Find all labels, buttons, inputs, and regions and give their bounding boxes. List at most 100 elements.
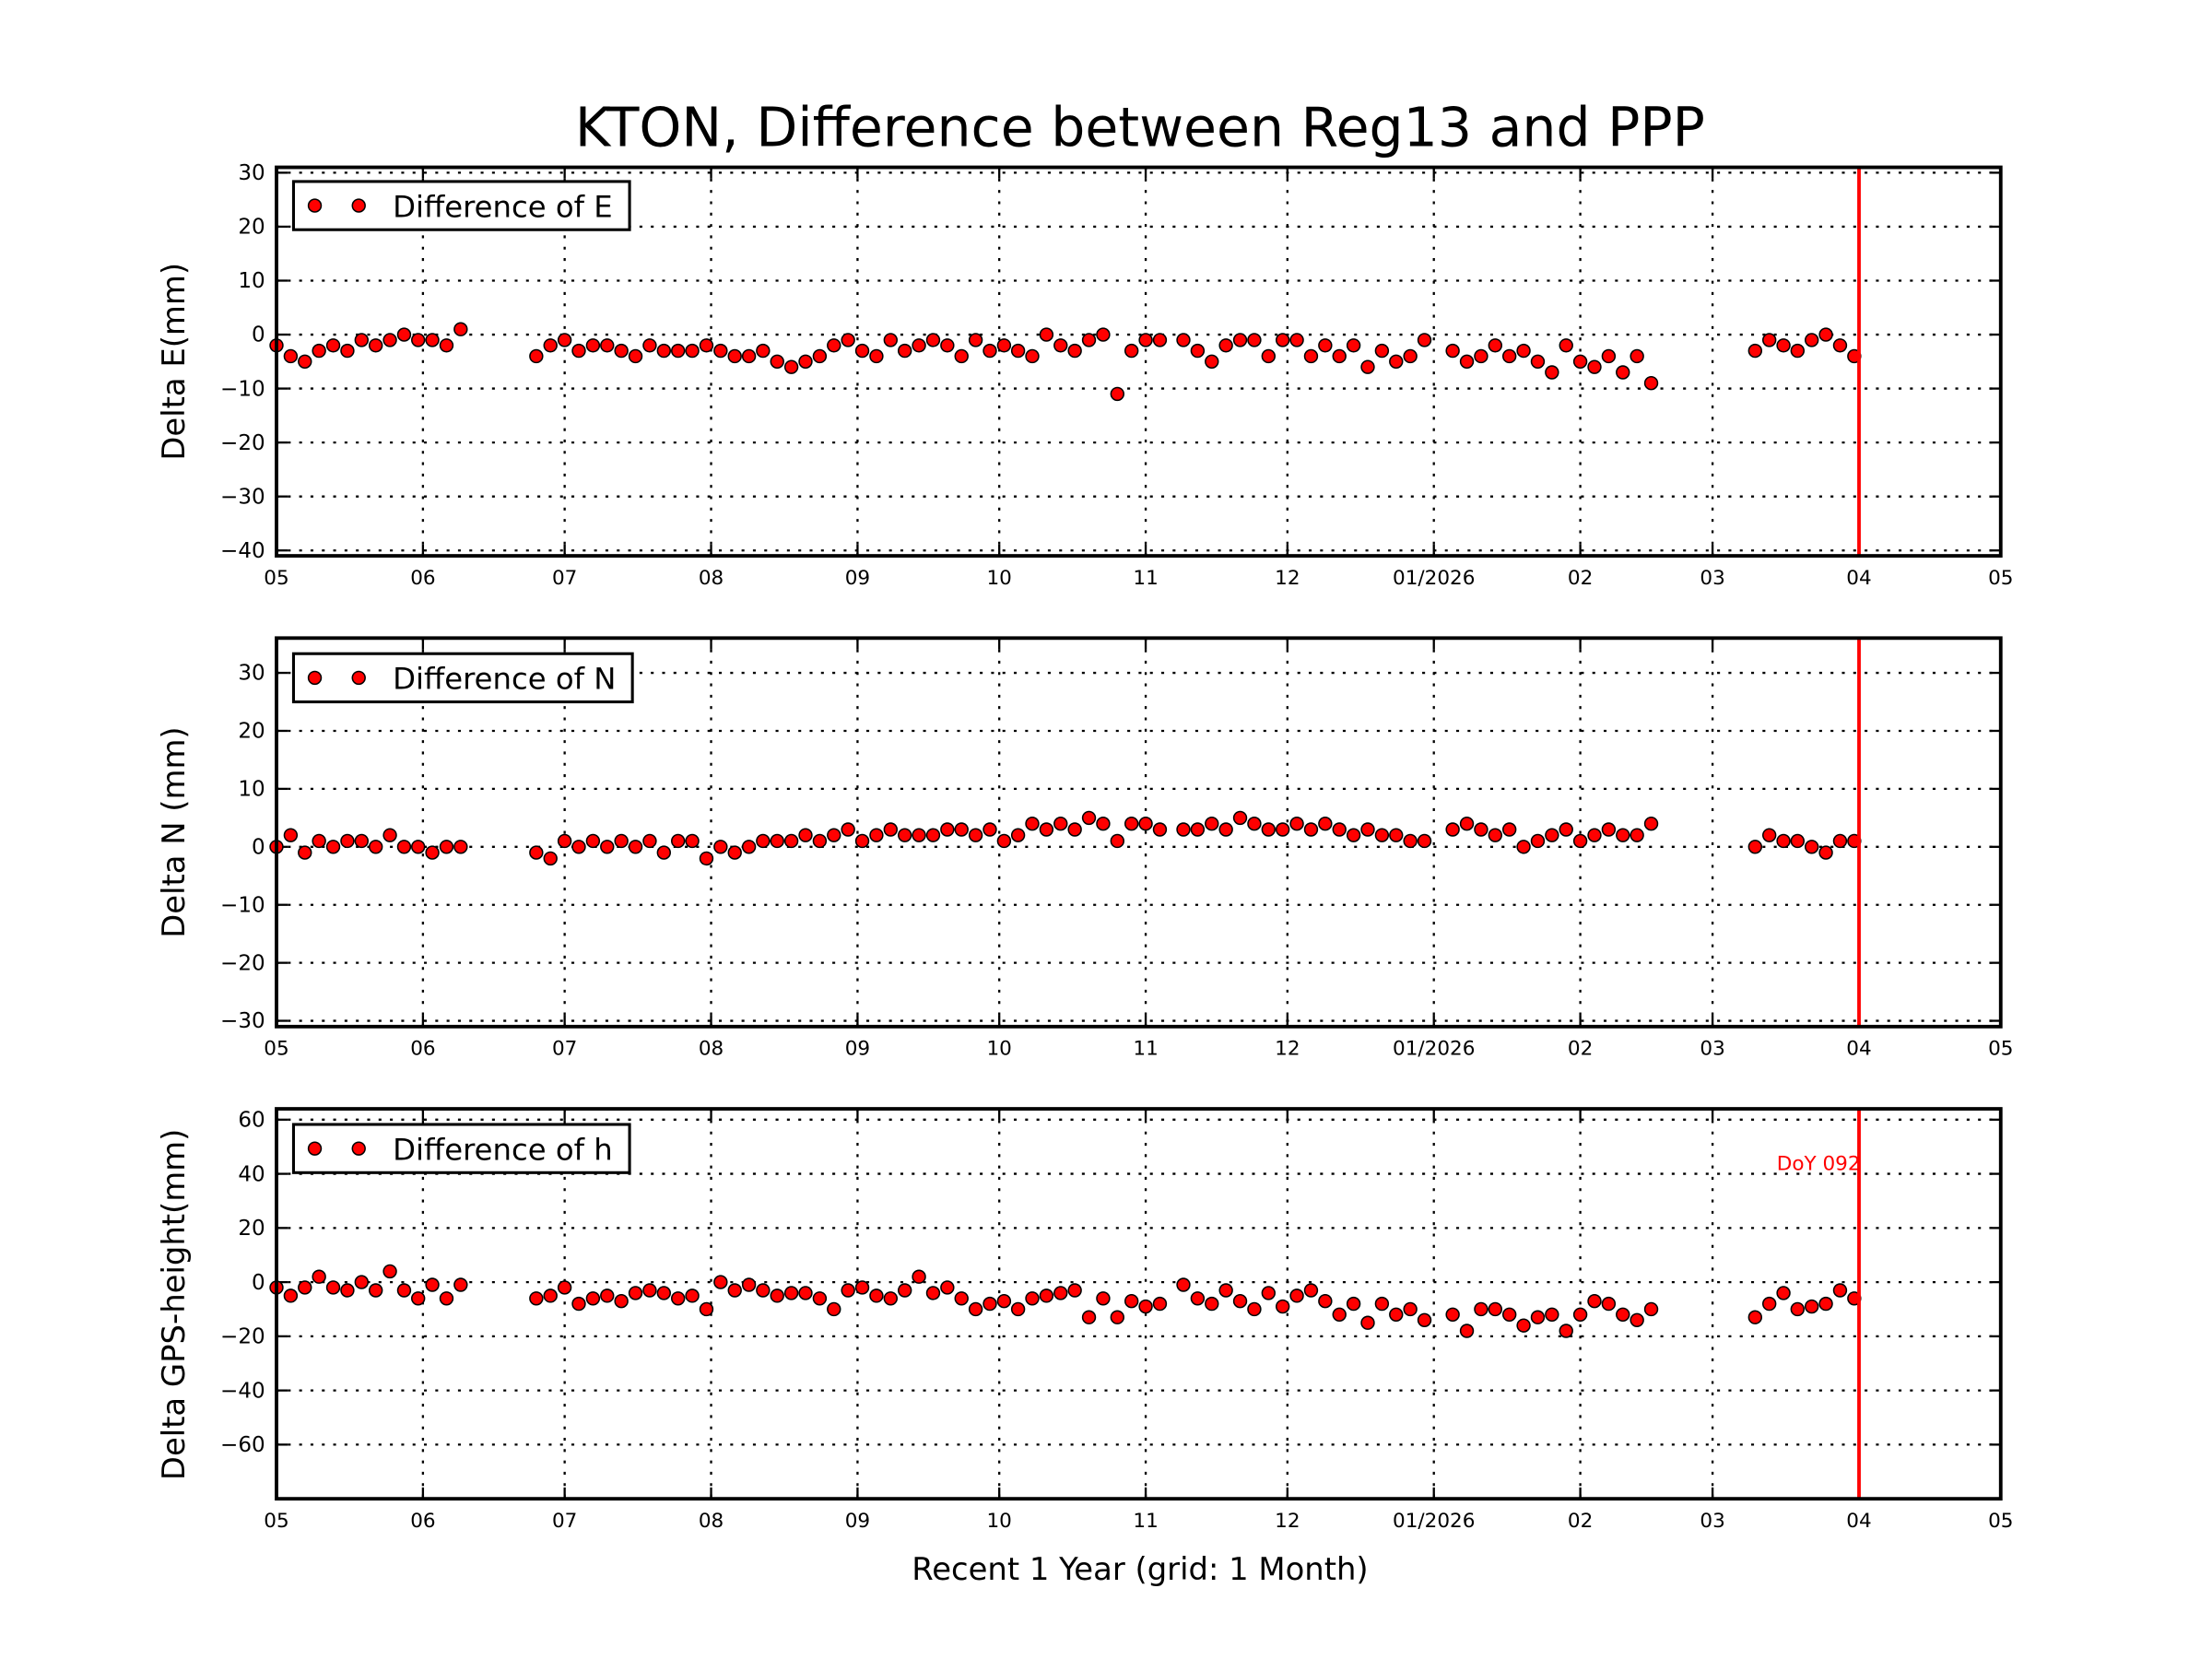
data-point-N: [770, 833, 784, 849]
axes-frame: [275, 165, 2003, 558]
data-point-E: [671, 343, 686, 359]
x-tick-label: 01/2026: [1393, 1038, 1475, 1061]
data-point-N: [1374, 828, 1390, 842]
data-point-N: [642, 833, 657, 849]
legend-label-e: Difference of E: [393, 189, 613, 224]
data-point-E: [543, 338, 558, 353]
data-point-h: [1332, 1307, 1347, 1322]
data-point-h: [1502, 1307, 1517, 1322]
data-point-h: [1643, 1301, 1659, 1317]
x-tick-label: 05: [264, 567, 288, 590]
data-point-h: [1832, 1283, 1848, 1298]
data-point-E: [1332, 348, 1347, 364]
data-point-N: [1818, 845, 1833, 860]
data-point-N: [425, 845, 440, 860]
data-point-N: [1247, 817, 1262, 831]
data-point-E: [312, 343, 326, 359]
data-point-E: [1776, 338, 1791, 353]
data-point-N: [656, 845, 672, 860]
doy-annotation: DoY 092: [1777, 1153, 1861, 1176]
data-point-N: [325, 840, 341, 854]
data-point-h: [1232, 1293, 1248, 1309]
data-point-N: [1360, 822, 1375, 837]
x-tick-label: 03: [1700, 1510, 1724, 1533]
panel-delta-e: −40 −30 −20 −10 0 10 20 30 05 06 07 08 09 10 11 12 01/20…: [220, 161, 2013, 590]
x-tick-label: 08: [699, 567, 724, 590]
x-tick-label: 01/2026: [1393, 1510, 1475, 1533]
data-point-N: [756, 833, 771, 849]
data-point-h: [628, 1286, 643, 1300]
data-point-N: [1053, 817, 1068, 831]
data-point-E: [1067, 343, 1082, 359]
data-point-N: [354, 833, 369, 849]
data-point-E: [1138, 333, 1153, 347]
data-point-E: [425, 333, 440, 347]
data-point-h: [912, 1269, 926, 1284]
data-point-h: [1152, 1296, 1168, 1312]
data-point-h: [1067, 1283, 1082, 1298]
y-tick-label: −10: [220, 377, 265, 401]
data-point-N: [1096, 817, 1111, 831]
y-tick-label: −40: [220, 1379, 265, 1403]
data-point-N: [382, 828, 397, 842]
data-point-h: [699, 1301, 714, 1317]
data-point-E: [954, 348, 969, 364]
data-point-N: [1124, 817, 1139, 831]
data-point-N: [614, 833, 629, 849]
y-tick-label: −40: [220, 539, 265, 563]
y-tick-label: 0: [252, 835, 265, 859]
data-point-h: [841, 1283, 855, 1298]
data-point-h: [1374, 1296, 1390, 1312]
data-point-E: [798, 354, 813, 369]
data-point-E: [940, 338, 955, 353]
data-point-N: [699, 851, 714, 866]
x-tick-label: 04: [1846, 1038, 1871, 1061]
data-point-h: [713, 1275, 728, 1289]
data-point-N: [1545, 828, 1559, 842]
data-point-N: [283, 828, 299, 842]
data-point-E: [1010, 343, 1026, 359]
data-point-E: [1572, 354, 1588, 369]
data-point-N: [912, 828, 926, 842]
data-point-E: [713, 343, 728, 359]
data-point-h: [1010, 1301, 1026, 1317]
data-point-h: [812, 1291, 828, 1306]
data-point-E: [1110, 386, 1124, 402]
data-point-h: [1572, 1307, 1588, 1322]
data-point-h: [396, 1283, 412, 1298]
data-point-E: [557, 333, 572, 347]
data-point-N: [600, 840, 615, 854]
data-point-E: [642, 338, 657, 353]
data-point-N: [982, 822, 997, 837]
data-point-E: [453, 322, 468, 336]
data-point-h: [741, 1277, 757, 1292]
data-point-E: [1502, 348, 1517, 364]
data-point-h: [940, 1280, 955, 1295]
data-point-E: [1190, 343, 1206, 359]
data-point-h: [1776, 1286, 1791, 1300]
data-point-h: [727, 1283, 742, 1298]
data-point-h: [1190, 1291, 1206, 1306]
data-point-h: [656, 1286, 672, 1300]
data-point-h: [529, 1291, 544, 1306]
panel-delta-n: −30 −20 −10 0 10 20 30 05 06 07 08 09 10 11 12 01/2026 0…: [220, 636, 2013, 1061]
data-point-N: [1218, 822, 1233, 837]
y-tick-label: 30: [238, 161, 265, 185]
data-point-h: [1081, 1310, 1097, 1324]
data-point-E: [968, 333, 983, 347]
data-point-N: [369, 840, 383, 854]
data-point-N: [1630, 828, 1644, 842]
data-point-N: [1790, 833, 1805, 849]
legend-marker: [351, 670, 366, 686]
data-point-E: [996, 338, 1012, 353]
data-point-h: [1403, 1301, 1418, 1317]
data-point-h: [1289, 1288, 1304, 1303]
data-point-h: [571, 1296, 586, 1312]
x-tick-label: 07: [552, 567, 577, 590]
data-point-N: [1332, 822, 1347, 837]
x-tick-label: 06: [410, 567, 435, 590]
data-point-N: [1110, 833, 1124, 849]
data-point-E: [1616, 365, 1630, 380]
x-tick-label: 12: [1275, 567, 1300, 590]
